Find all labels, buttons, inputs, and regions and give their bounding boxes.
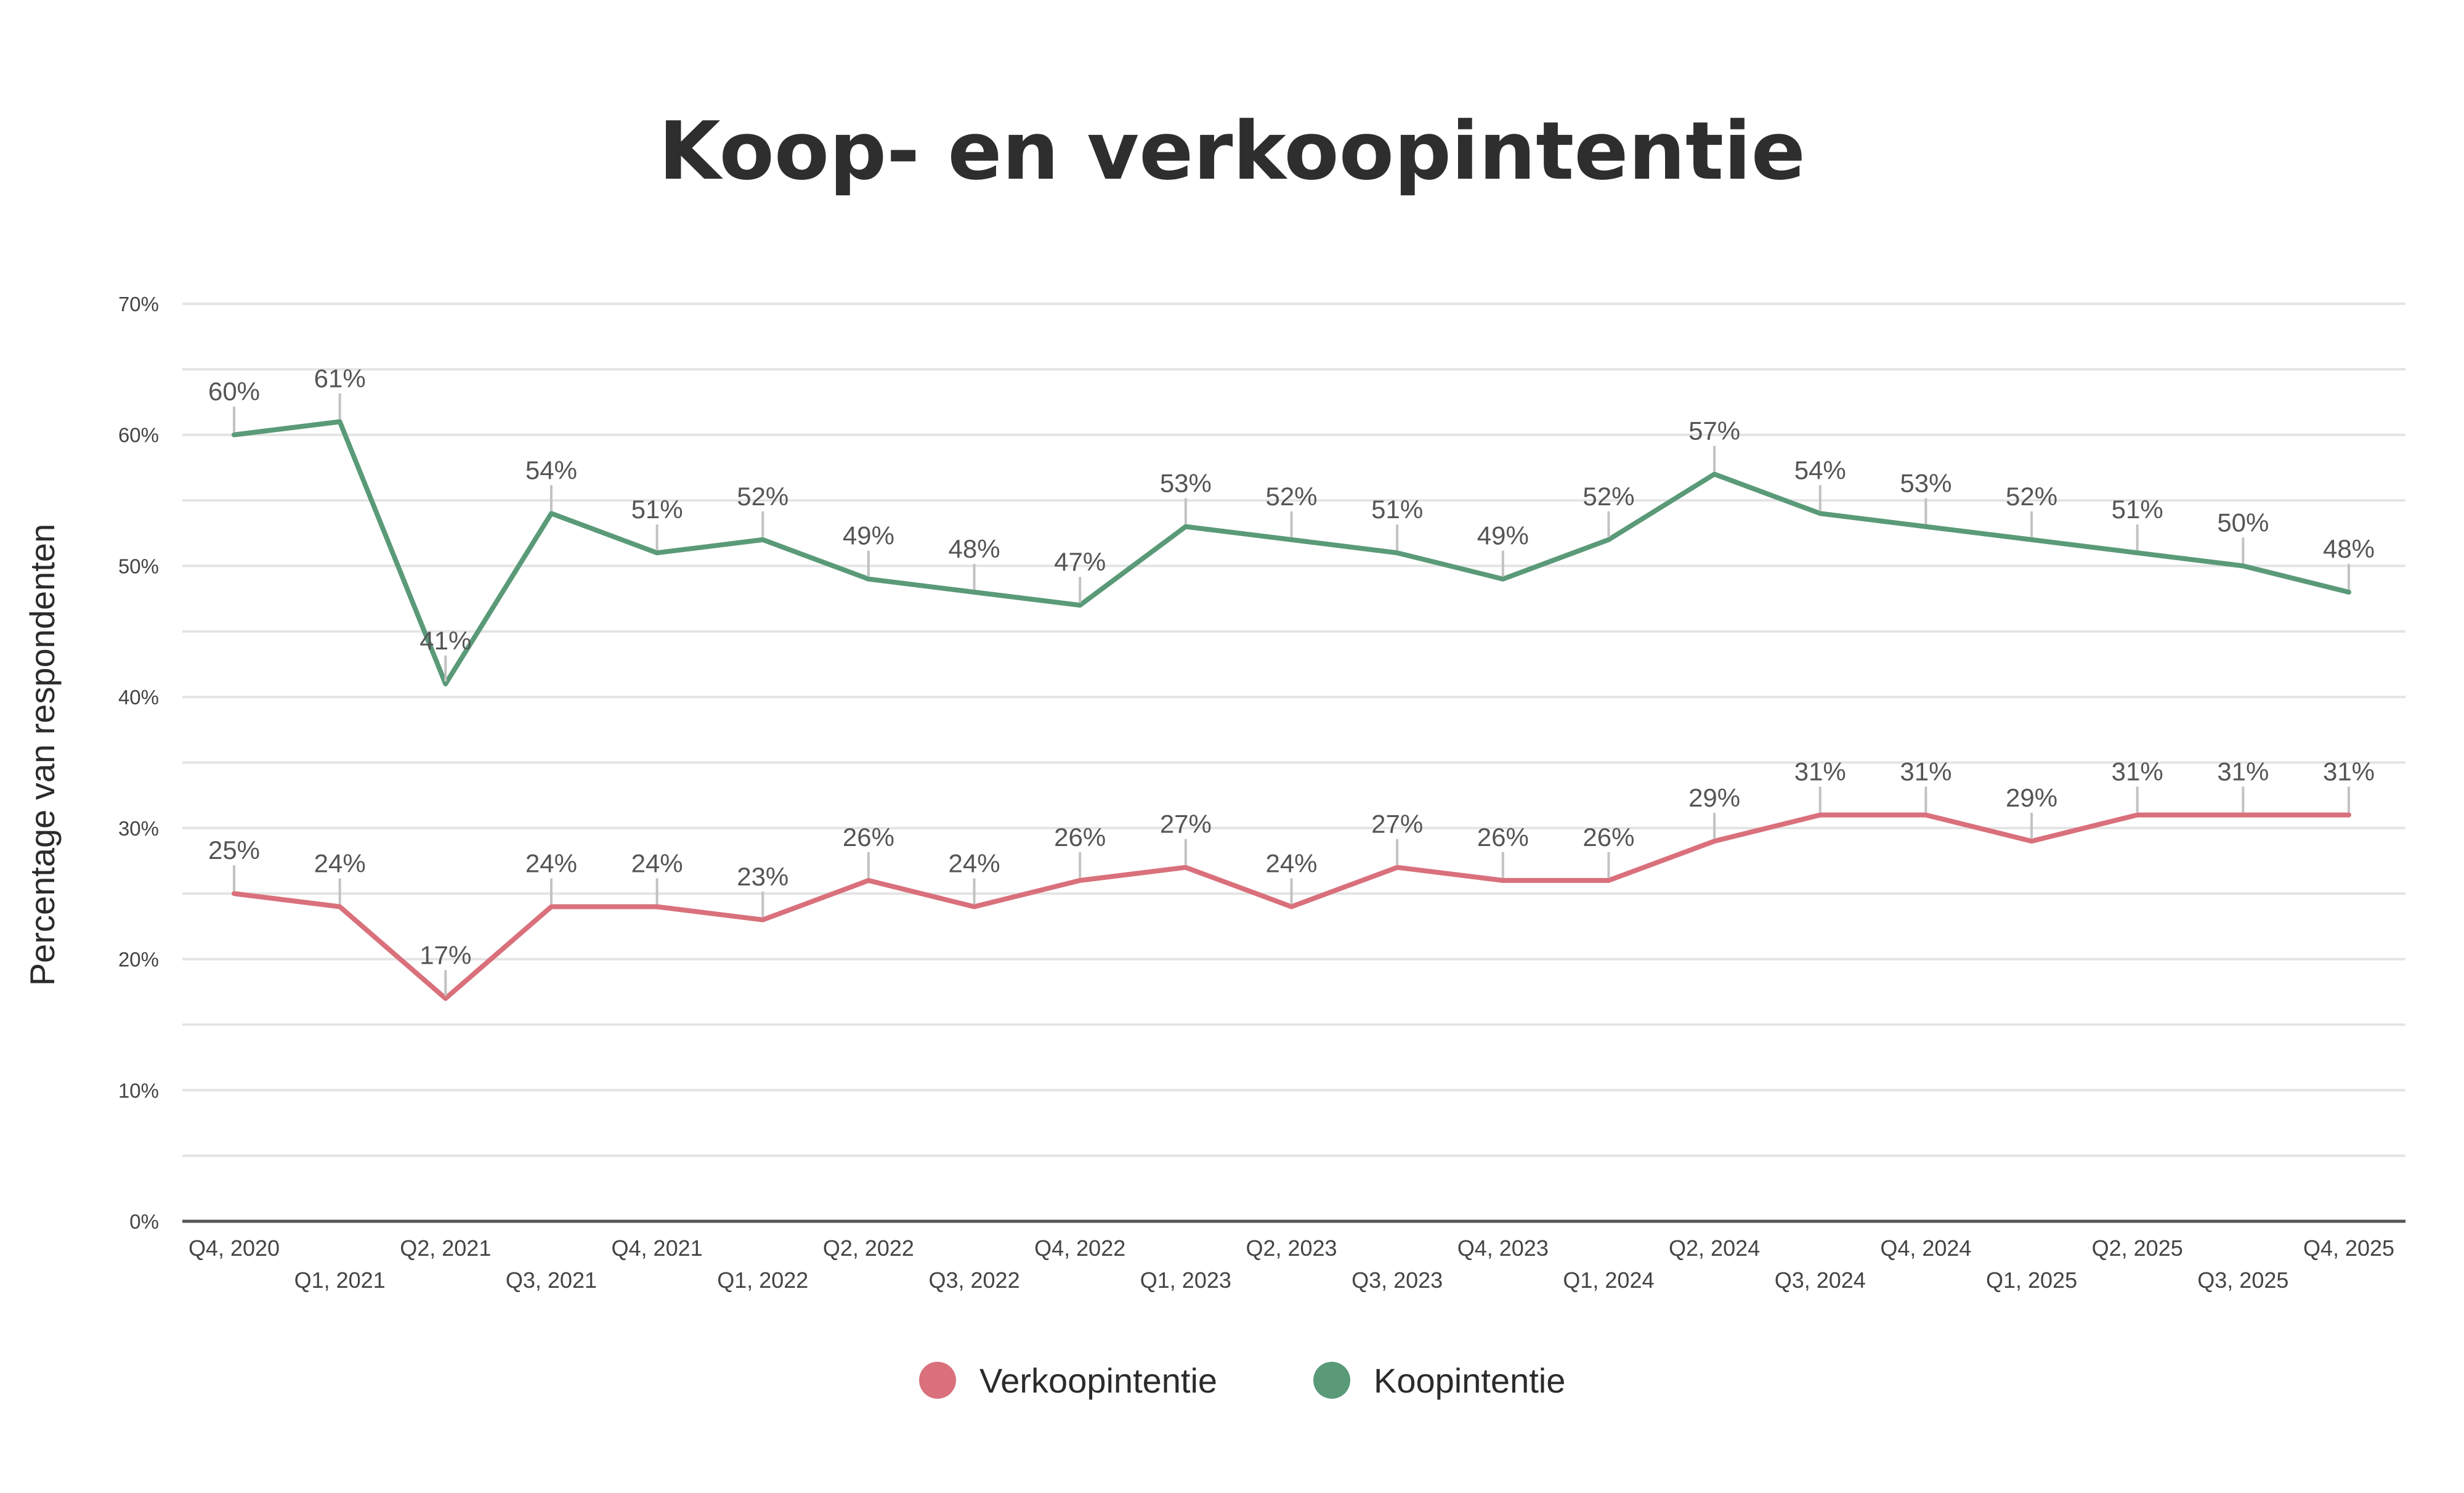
legend-marker-koopintentie (1313, 1362, 1350, 1399)
x-axis-ticks: Q4, 2020 Q1, 2021 Q2, 2021 Q3, 2021 Q4, 2021… (188, 1235, 2394, 1293)
data-label: 52% (1583, 482, 1634, 511)
data-label: 27% (1371, 810, 1423, 839)
x-tick-label: Q4, 2024 (1880, 1235, 1971, 1261)
data-label: 24% (1265, 848, 1317, 877)
x-tick-label: Q3, 2021 (506, 1267, 597, 1293)
x-tick-label: Q3, 2025 (2197, 1267, 2288, 1293)
x-tick-label: Q1, 2021 (294, 1267, 386, 1293)
gridlines (182, 303, 2405, 1223)
legend-label-verkoopintentie: Verkoopintentie (979, 1361, 1217, 1400)
data-label: 31% (2217, 757, 2269, 786)
data-label: 51% (631, 495, 683, 524)
data-label: 51% (1371, 495, 1423, 524)
data-label: 53% (1900, 469, 1951, 498)
data-label: 52% (2006, 482, 2057, 511)
data-label: 26% (1054, 823, 1106, 852)
data-label: 52% (737, 482, 788, 511)
data-label: 51% (2112, 495, 2163, 524)
x-tick-label: Q3, 2022 (928, 1267, 1019, 1293)
data-label: 49% (843, 521, 894, 550)
x-tick-label: Q4, 2020 (188, 1235, 280, 1261)
x-tick-label: Q3, 2023 (1352, 1267, 1443, 1293)
data-label: 27% (1160, 810, 1212, 839)
x-tick-label: Q4, 2023 (1457, 1235, 1549, 1261)
data-label: 24% (631, 848, 683, 877)
y-axis-ticks: 0% 10% 20% 30% 40% 50% 60% 70% (118, 293, 159, 1233)
data-label: 31% (2112, 757, 2163, 786)
x-tick-label: Q2, 2025 (2092, 1235, 2183, 1261)
data-label: 29% (2006, 783, 2057, 812)
data-label: 60% (208, 377, 260, 406)
x-tick-label: Q1, 2022 (717, 1267, 808, 1293)
legend-label-koopintentie: Koopintentie (1374, 1361, 1565, 1400)
data-label: 41% (419, 626, 471, 655)
data-label: 53% (1160, 469, 1212, 498)
y-tick-label: 50% (118, 555, 159, 577)
y-tick-label: 10% (118, 1079, 159, 1102)
x-tick-label: Q1, 2024 (1563, 1267, 1654, 1293)
data-label: 24% (949, 848, 1000, 877)
data-label: 26% (1583, 823, 1634, 852)
y-tick-label: 20% (118, 948, 159, 971)
data-label: 52% (1265, 482, 1317, 511)
x-tick-label: Q2, 2022 (823, 1235, 914, 1261)
y-tick-label: 40% (118, 686, 159, 709)
data-label: 48% (2323, 534, 2375, 563)
x-tick-label: Q2, 2024 (1669, 1235, 1760, 1261)
y-tick-label: 30% (118, 817, 159, 840)
data-label: 24% (525, 848, 577, 877)
x-tick-label: Q4, 2021 (612, 1235, 703, 1261)
data-label: 25% (208, 836, 260, 864)
x-tick-label: Q4, 2022 (1034, 1235, 1125, 1261)
x-tick-label: Q1, 2025 (1986, 1267, 2077, 1293)
data-labels: 25% 24% 17% 24% 24% 23% 26% 24% 26% 27% 24% 27% 26% 2… (208, 364, 2375, 996)
data-label: 31% (1900, 757, 1951, 786)
data-label: 31% (2323, 757, 2375, 786)
series-lines (232, 419, 2351, 1001)
data-label: 26% (1477, 823, 1529, 852)
legend: Verkoopintentie Koopintentie (919, 1361, 1565, 1400)
y-axis-title: Percentage van respondenten (23, 524, 62, 986)
data-label: 17% (419, 940, 471, 969)
series-line-koopintentie (232, 419, 2351, 686)
data-label: 23% (737, 862, 788, 891)
data-label: 31% (1794, 757, 1846, 786)
x-tick-label: Q1, 2023 (1140, 1267, 1231, 1293)
y-tick-label: 60% (118, 424, 159, 447)
data-label: 49% (1477, 521, 1529, 550)
y-tick-label: 70% (118, 293, 159, 315)
x-tick-label: Q2, 2023 (1246, 1235, 1337, 1261)
data-label: 54% (1794, 455, 1846, 484)
data-label: 29% (1688, 783, 1740, 812)
data-label: 61% (314, 364, 366, 393)
data-label: 48% (949, 534, 1000, 563)
x-tick-label: Q2, 2021 (400, 1235, 491, 1261)
series-line-verkoopintentie (232, 812, 2351, 1001)
x-tick-label: Q3, 2024 (1775, 1267, 1866, 1293)
data-label: 24% (314, 848, 366, 877)
legend-marker-verkoopintentie (919, 1362, 956, 1399)
chart-title: Koop- en verkoopintentie (659, 104, 1805, 198)
data-label: 26% (843, 823, 894, 852)
y-tick-label: 0% (129, 1210, 159, 1233)
x-tick-label: Q4, 2025 (2303, 1235, 2394, 1261)
data-label: 50% (2217, 508, 2269, 537)
data-label: 54% (525, 455, 577, 484)
data-label: 47% (1054, 547, 1106, 576)
data-label: 57% (1688, 417, 1740, 445)
